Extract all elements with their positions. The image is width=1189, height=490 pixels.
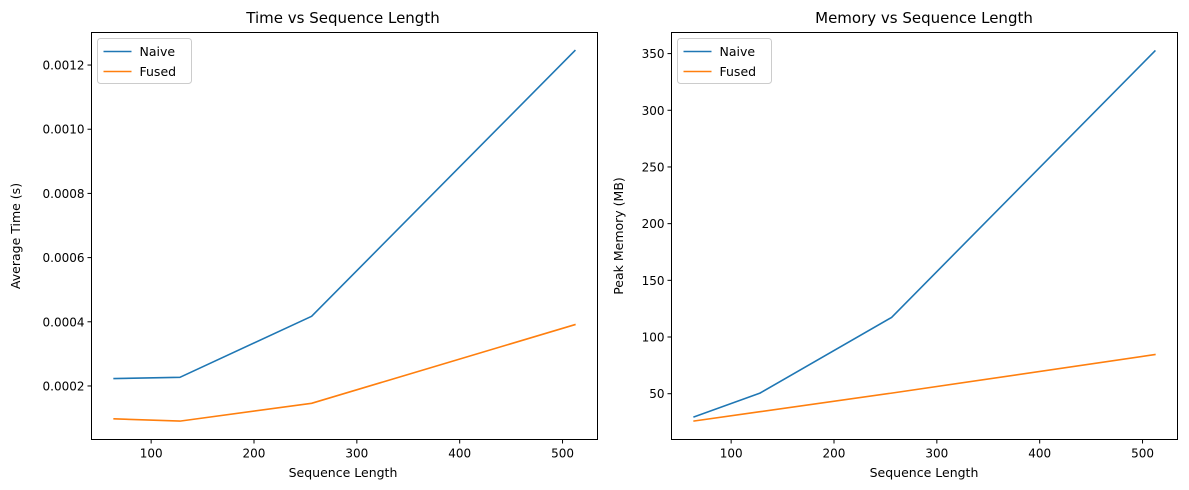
y-tick-label: 150 [642, 274, 665, 288]
y-tick-label: 200 [642, 217, 665, 231]
x-tick-label: 100 [720, 447, 743, 461]
y-tick-label: 350 [642, 47, 665, 61]
plot-lines [693, 49, 1157, 422]
x-tick-label: 300 [925, 447, 948, 461]
y-tick-label: 0.0010 [43, 123, 85, 137]
legend-label: Fused [720, 64, 757, 79]
series-line-fused [693, 353, 1156, 422]
legend-label: Naive [720, 44, 756, 59]
plot-frame [91, 32, 598, 440]
y-tick-label: 100 [642, 331, 665, 345]
legend: Naive Fused [97, 38, 192, 84]
y-tick-label: 300 [642, 104, 665, 118]
x-tick-label: 500 [1131, 447, 1154, 461]
time-chart: Time vs Sequence Length Sequence Length … [8, 9, 598, 480]
axis-ticks: 100 200 300 400 500 50 100 150 200 250 300 350 [642, 47, 1154, 460]
chart-title: Memory vs Sequence Length [815, 9, 1033, 27]
legend: Naive Fused [677, 38, 772, 84]
memory-chart: Memory vs Sequence Length Sequence Lengt… [611, 9, 1178, 480]
axis-ticks: 100 200 300 400 500 0.0002 0.0004 0.0006 0.0008 0… [43, 59, 574, 461]
legend-label: Fused [140, 64, 177, 79]
y-tick-label: 0.0002 [43, 379, 85, 393]
series-line-fused [113, 323, 576, 422]
x-axis-label: Sequence Length [289, 465, 398, 480]
x-axis-label: Sequence Length [870, 465, 979, 480]
series-line-naive [693, 49, 1157, 418]
plot-frame [671, 32, 1178, 440]
x-tick-label: 400 [1028, 447, 1051, 461]
x-tick-label: 100 [140, 447, 163, 461]
series-line-naive [113, 49, 577, 380]
y-tick-label: 0.0012 [43, 59, 85, 73]
x-tick-label: 200 [243, 447, 266, 461]
x-tick-label: 400 [448, 447, 471, 461]
x-tick-label: 200 [823, 447, 846, 461]
legend-label: Naive [140, 44, 176, 59]
y-tick-label: 50 [649, 387, 664, 401]
y-tick-label: 250 [642, 160, 665, 174]
x-tick-label: 500 [551, 447, 574, 461]
y-axis-label: Average Time (s) [8, 183, 23, 289]
y-tick-label: 0.0008 [43, 187, 85, 201]
y-axis-label: Peak Memory (MB) [611, 177, 626, 295]
chart-title: Time vs Sequence Length [245, 9, 439, 27]
x-tick-label: 300 [345, 447, 368, 461]
plot-lines [113, 49, 577, 422]
y-tick-label: 0.0006 [43, 251, 85, 265]
y-tick-label: 0.0004 [43, 315, 85, 329]
